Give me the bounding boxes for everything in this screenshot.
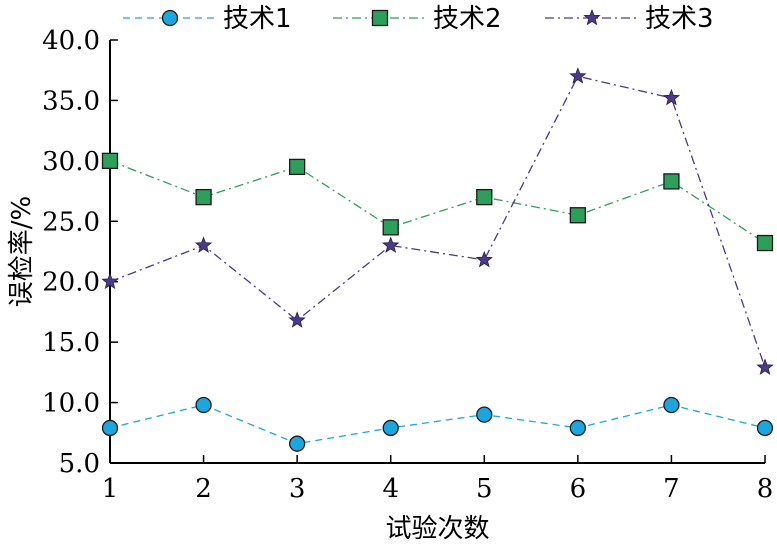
y-tick-label: 25.0 <box>42 207 100 237</box>
data-point <box>476 188 493 206</box>
y-tick-label: 40.0 <box>42 26 100 56</box>
data-point <box>195 188 212 206</box>
y-tick-label: 35.0 <box>42 86 100 116</box>
x-tick-label: 5 <box>476 474 493 504</box>
axes <box>109 40 765 464</box>
data-point <box>662 88 681 106</box>
data-point <box>101 272 119 290</box>
x-tick-label: 3 <box>289 474 306 504</box>
y-axis-title: 误检率/% <box>7 196 37 307</box>
data-point <box>569 67 587 84</box>
legend-marker <box>161 9 179 27</box>
series-1 <box>101 396 774 452</box>
series-2 <box>101 152 774 252</box>
y-tick-label: 20.0 <box>42 268 100 298</box>
y-tick-label: 30.0 <box>42 147 100 177</box>
y-tick-label: 10.0 <box>42 389 100 419</box>
axis-ticks: 1 2 3 4 5 6 7 8 5.0 10.0 15.0 20.0 25.0 30.0 35.0 40.0 <box>42 26 773 504</box>
data-point <box>101 419 119 437</box>
data-point <box>382 236 400 253</box>
data-point <box>101 152 119 170</box>
data-point <box>663 173 680 190</box>
legend-item: 技术1 <box>123 4 292 34</box>
legend-item: 技术2 <box>333 4 502 34</box>
series-3 <box>101 67 774 375</box>
data-point <box>569 207 587 224</box>
x-tick-label: 6 <box>570 474 587 504</box>
x-tick-label: 2 <box>195 474 212 504</box>
data-point <box>663 396 680 414</box>
x-tick-label: 1 <box>102 474 119 504</box>
data-point <box>756 358 774 375</box>
data-point <box>195 396 212 414</box>
data-point <box>756 419 774 437</box>
x-tick-label: 4 <box>382 474 399 504</box>
data-point <box>756 234 774 252</box>
series-line <box>109 160 766 244</box>
series-layer <box>101 67 774 452</box>
data-point <box>288 435 306 452</box>
x-tick-label: 8 <box>757 474 774 504</box>
legend-item: 技术3 <box>545 4 714 34</box>
data-point <box>476 406 493 423</box>
legend-label: 技术3 <box>645 4 714 34</box>
series-line <box>109 75 766 368</box>
series-line <box>109 404 766 445</box>
y-tick-label: 5.0 <box>59 449 100 479</box>
data-point <box>569 419 587 437</box>
y-tick-label: 15.0 <box>42 328 100 358</box>
legend-marker <box>371 9 389 27</box>
data-point <box>475 250 493 268</box>
legend: 技术1 技术2 技术3 <box>123 4 714 34</box>
data-point <box>382 419 399 437</box>
x-axis-title: 试验次数 <box>385 514 489 544</box>
legend-label: 技术1 <box>223 4 292 34</box>
x-tick-label: 7 <box>663 474 680 504</box>
legend-marker <box>583 8 601 26</box>
legend-label: 技术2 <box>433 4 502 34</box>
data-point <box>382 219 399 236</box>
data-point <box>288 311 306 328</box>
data-point <box>288 158 306 176</box>
data-point <box>194 236 213 253</box>
